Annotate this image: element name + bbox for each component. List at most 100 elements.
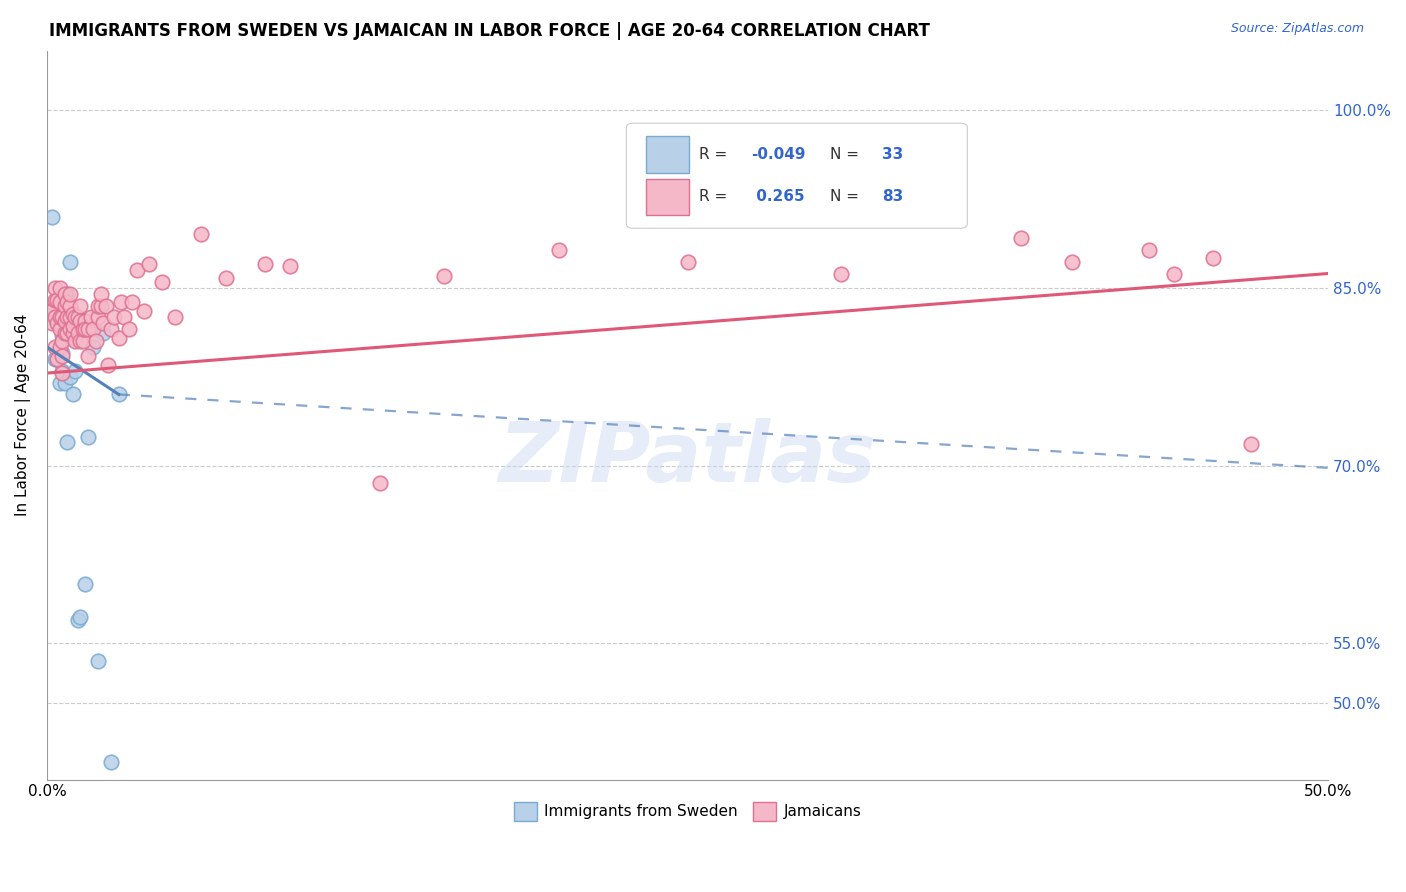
Point <box>62 307 84 321</box>
Text: IMMIGRANTS FROM SWEDEN VS JAMAICAN IN LABOR FORCE | AGE 20-64 CORRELATION CHART: IMMIGRANTS FROM SWEDEN VS JAMAICAN IN LA… <box>49 22 931 40</box>
Point <box>59 286 82 301</box>
Point <box>90 298 112 312</box>
Text: ZIPatlas: ZIPatlas <box>499 418 876 500</box>
Point <box>63 310 86 325</box>
Point <box>66 326 89 340</box>
Point <box>53 298 76 312</box>
Point <box>97 358 120 372</box>
Point <box>110 295 132 310</box>
Point <box>51 350 73 364</box>
Point <box>75 322 97 336</box>
Point <box>100 322 122 336</box>
Point <box>77 350 100 364</box>
Point <box>1137 243 1160 257</box>
Point <box>49 310 72 325</box>
Point <box>53 314 76 328</box>
Point <box>90 286 112 301</box>
Point <box>41 316 63 330</box>
Point <box>138 257 160 271</box>
Point <box>49 293 72 307</box>
Point <box>87 298 110 312</box>
Point <box>51 310 73 325</box>
Point <box>107 387 129 401</box>
Point <box>1060 254 1083 268</box>
Point <box>75 314 97 328</box>
Text: R =: R = <box>699 147 733 162</box>
Point <box>548 243 571 257</box>
Point <box>56 326 79 340</box>
Point <box>830 267 852 281</box>
Point <box>49 316 72 330</box>
Point <box>59 254 82 268</box>
Point <box>433 268 456 283</box>
Point <box>118 322 141 336</box>
Point <box>44 351 66 366</box>
Point <box>46 316 69 330</box>
Point <box>62 387 84 401</box>
Text: 0.265: 0.265 <box>751 189 804 204</box>
Point <box>94 298 117 312</box>
Text: Source: ZipAtlas.com: Source: ZipAtlas.com <box>1230 22 1364 36</box>
Text: -0.049: -0.049 <box>751 147 806 162</box>
Point <box>53 286 76 301</box>
Legend: Immigrants from Sweden, Jamaicans: Immigrants from Sweden, Jamaicans <box>508 796 868 827</box>
Point <box>75 577 97 591</box>
Point <box>72 322 94 336</box>
Point <box>1163 267 1185 281</box>
Point <box>59 310 82 325</box>
Point <box>46 293 69 307</box>
Point <box>46 351 69 366</box>
Point <box>84 334 107 348</box>
Point <box>107 330 129 344</box>
Point <box>150 275 173 289</box>
Point <box>51 346 73 360</box>
Point <box>69 334 91 348</box>
Point <box>1202 251 1225 265</box>
Point <box>51 364 73 378</box>
Point <box>44 340 66 354</box>
Point <box>51 328 73 343</box>
Point <box>41 210 63 224</box>
Point <box>676 254 699 268</box>
Point <box>93 316 115 330</box>
Point <box>56 295 79 310</box>
Point <box>51 366 73 380</box>
Point <box>69 610 91 624</box>
Point <box>46 298 69 312</box>
Point <box>72 322 94 336</box>
Point <box>69 314 91 328</box>
Point <box>93 326 115 340</box>
Point <box>253 257 276 271</box>
Point <box>46 351 69 366</box>
Text: 33: 33 <box>882 147 903 162</box>
Point <box>44 310 66 325</box>
Point <box>62 318 84 333</box>
Point <box>49 281 72 295</box>
Point <box>190 227 212 242</box>
Text: N =: N = <box>830 147 863 162</box>
Point <box>51 286 73 301</box>
Point <box>38 304 60 318</box>
Point <box>41 304 63 318</box>
Point <box>87 654 110 668</box>
Point <box>280 260 302 274</box>
Point <box>63 334 86 348</box>
Point <box>134 304 156 318</box>
Point <box>66 310 89 325</box>
Point <box>69 298 91 312</box>
Point <box>165 310 187 325</box>
Point <box>62 326 84 340</box>
Point <box>53 376 76 390</box>
Point <box>82 340 104 354</box>
Point <box>87 310 110 325</box>
Point <box>72 334 94 348</box>
Point <box>1240 437 1263 451</box>
Point <box>49 376 72 390</box>
Point <box>63 364 86 378</box>
Point <box>215 271 238 285</box>
Point <box>51 298 73 312</box>
Point <box>1010 231 1032 245</box>
Point <box>53 298 76 312</box>
Point <box>77 322 100 336</box>
Point <box>56 434 79 449</box>
